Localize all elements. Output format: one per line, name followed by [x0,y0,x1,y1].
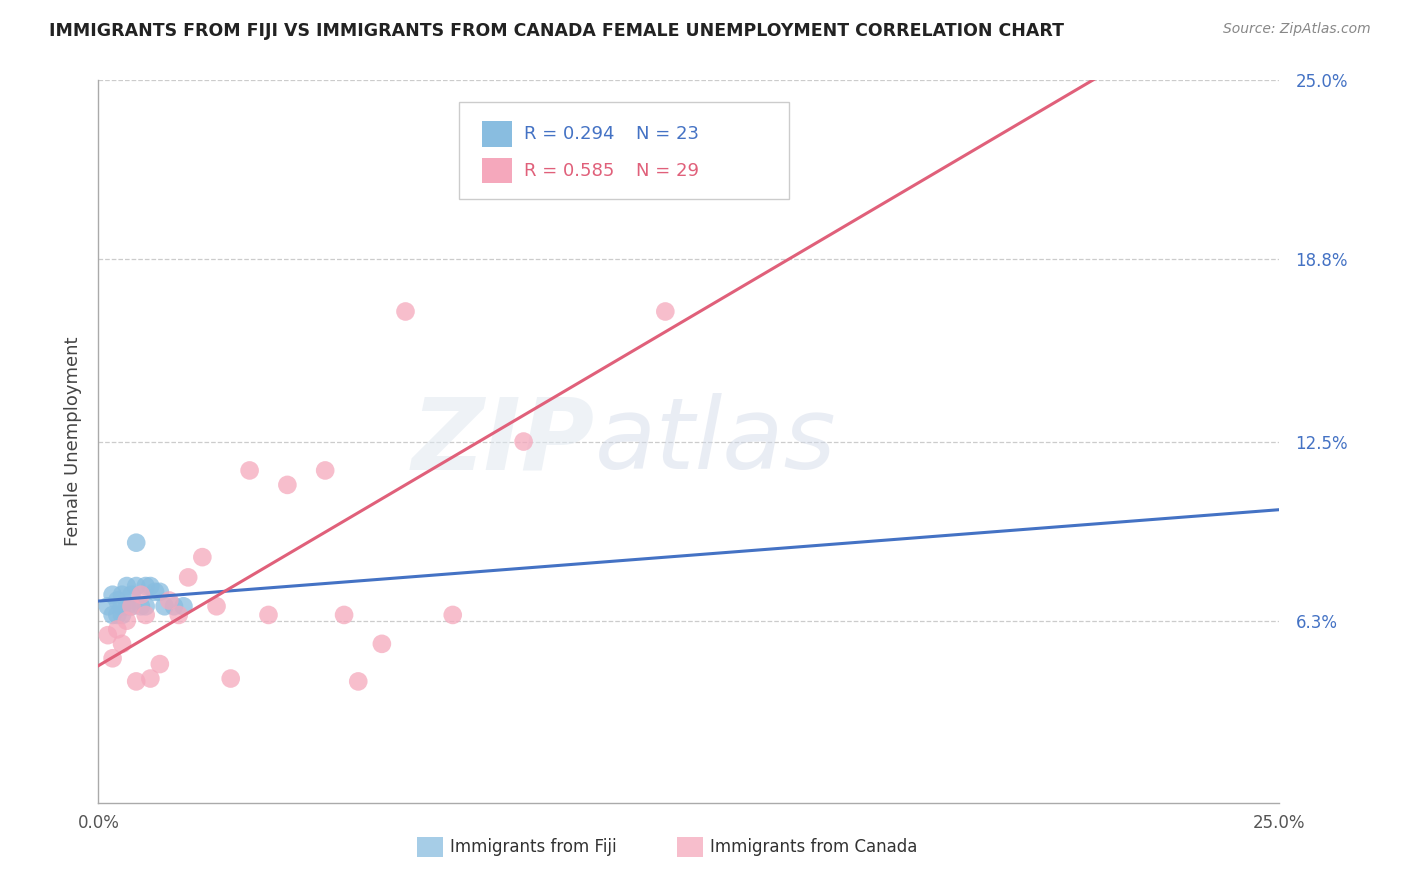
Point [441,607,464,622]
Point [129,588,152,602]
Point [149,657,172,671]
FancyBboxPatch shape [482,121,512,147]
FancyBboxPatch shape [458,102,789,200]
Point [153,599,176,614]
Point [97,599,120,614]
Point [125,579,148,593]
FancyBboxPatch shape [482,158,512,183]
Point [371,637,394,651]
Point [149,584,172,599]
Text: Immigrants from Canada: Immigrants from Canada [710,838,918,855]
Y-axis label: Female Unemployment: Female Unemployment [63,337,82,546]
Point [333,607,356,622]
Point [139,579,162,593]
Point [135,579,157,593]
Text: Immigrants from Fiji: Immigrants from Fiji [450,838,617,855]
Point [115,599,138,614]
Point [163,599,186,614]
Point [101,588,124,602]
Point [191,550,214,565]
Text: Source: ZipAtlas.com: Source: ZipAtlas.com [1223,22,1371,37]
Point [205,599,228,614]
Point [97,628,120,642]
FancyBboxPatch shape [678,837,703,857]
Point [276,478,298,492]
Point [129,599,152,614]
Text: N = 23: N = 23 [636,126,699,144]
Point [139,672,162,686]
Point [654,304,676,318]
Point [394,304,416,318]
Point [121,599,143,614]
Point [135,599,157,614]
Point [111,607,134,622]
Point [177,570,200,584]
Point [105,607,128,622]
Text: IMMIGRANTS FROM FIJI VS IMMIGRANTS FROM CANADA FEMALE UNEMPLOYMENT CORRELATION C: IMMIGRANTS FROM FIJI VS IMMIGRANTS FROM … [49,22,1064,40]
Point [121,588,143,602]
Text: ZIP: ZIP [412,393,595,490]
Text: R = 0.585: R = 0.585 [523,161,614,179]
Point [314,463,336,477]
Point [257,607,280,622]
Point [167,607,190,622]
Point [115,614,138,628]
Point [219,672,242,686]
Point [121,599,143,614]
Point [101,651,124,665]
Point [111,637,134,651]
Text: N = 29: N = 29 [636,161,699,179]
Point [101,607,124,622]
Point [347,674,370,689]
Point [143,584,166,599]
Point [125,535,148,549]
Point [125,674,148,689]
Text: atlas: atlas [595,393,837,490]
Point [172,599,194,614]
Point [115,579,138,593]
Point [157,593,180,607]
Point [239,463,262,477]
FancyBboxPatch shape [418,837,443,857]
Point [111,599,134,614]
Text: R = 0.294: R = 0.294 [523,126,614,144]
Point [725,160,748,174]
Point [105,593,128,607]
Point [135,607,157,622]
Point [105,623,128,637]
Point [512,434,534,449]
Point [111,588,134,602]
